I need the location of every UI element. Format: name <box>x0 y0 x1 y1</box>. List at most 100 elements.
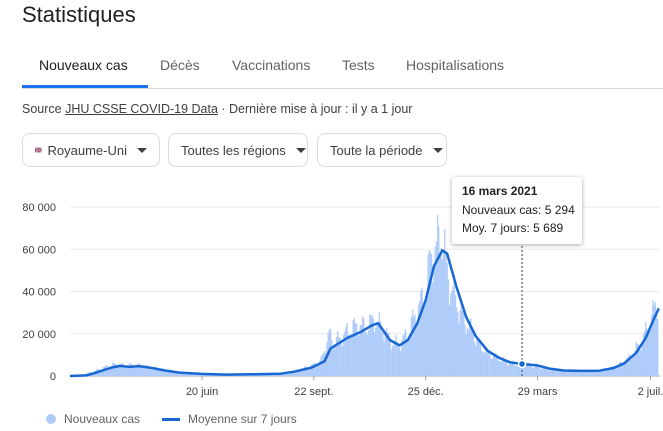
case-bar <box>315 365 317 376</box>
case-bar <box>633 354 635 376</box>
case-bar <box>607 370 609 376</box>
case-bar <box>131 364 133 376</box>
case-bar <box>332 348 334 376</box>
case-bar <box>364 332 366 376</box>
case-bar <box>191 373 194 376</box>
case-bar <box>175 372 177 376</box>
case-bar <box>432 282 434 376</box>
case-bar <box>630 359 633 376</box>
case-bar <box>357 335 359 376</box>
case-bar <box>464 324 466 376</box>
case-bar <box>344 331 346 376</box>
case-bar <box>371 315 373 376</box>
legend-label-avg7: Moyenne sur 7 jours <box>188 412 297 426</box>
case-bar <box>473 341 476 376</box>
country-select[interactable]: Royaume-Uni <box>22 133 160 167</box>
case-bar <box>584 371 586 376</box>
case-bar <box>642 334 645 376</box>
case-bar <box>546 368 548 376</box>
case-bar <box>447 279 449 376</box>
case-bar <box>293 372 295 376</box>
chevron-down-icon <box>137 147 147 153</box>
case-bar <box>510 362 513 376</box>
case-bar <box>547 369 549 376</box>
case-bar <box>453 274 455 376</box>
y-tick-label: 60 000 <box>22 244 56 256</box>
case-bar <box>302 368 304 376</box>
case-bar <box>183 373 185 376</box>
tab-hospitalisations[interactable]: Hospitalisations <box>406 57 505 73</box>
case-bar <box>113 362 115 376</box>
case-bar <box>421 287 423 376</box>
case-bar <box>439 255 441 376</box>
case-bar <box>359 325 361 376</box>
case-bar <box>532 367 534 376</box>
case-bar <box>465 334 467 376</box>
case-bar <box>319 360 321 376</box>
page-title: Statistiques <box>22 2 136 27</box>
case-bar <box>120 364 122 376</box>
tab-tests[interactable]: Tests <box>342 57 375 73</box>
uk-flag-icon <box>35 147 42 153</box>
case-bar <box>189 373 191 376</box>
tab-deaths[interactable]: Décès <box>160 57 200 73</box>
tooltip-new-cases: Nouveaux cas: 5 294 <box>462 203 575 217</box>
case-bar <box>615 367 617 376</box>
case-bar <box>291 372 294 376</box>
case-bar <box>360 324 363 376</box>
case-bar <box>185 372 188 376</box>
source-link[interactable]: JHU CSSE COVID-19 Data <box>65 102 218 116</box>
case-bar <box>325 352 327 376</box>
case-bar <box>466 327 468 376</box>
case-bar <box>635 341 637 376</box>
case-bar <box>571 370 573 376</box>
case-bar <box>162 368 164 376</box>
case-bar <box>645 321 647 376</box>
x-tick-label: 25 déc. <box>408 386 444 398</box>
case-bar <box>141 367 144 376</box>
case-bar <box>140 366 143 376</box>
case-bar <box>495 353 497 376</box>
case-bar <box>507 365 509 376</box>
case-bar <box>178 371 181 376</box>
period-select[interactable]: Toute la période <box>317 133 447 167</box>
case-bar <box>351 334 353 376</box>
case-bar <box>289 372 291 376</box>
case-bar <box>406 338 408 376</box>
tab-vaccinations[interactable]: Vaccinations <box>232 57 311 73</box>
region-select[interactable]: Toutes les régions <box>168 133 308 167</box>
case-bar <box>124 367 126 376</box>
legend-item-new-cases[interactable]: Nouveaux cas <box>46 412 140 426</box>
case-bar <box>471 331 473 376</box>
period-select-label: Toute la période <box>330 142 423 158</box>
case-bar <box>502 357 504 376</box>
case-bar <box>475 346 477 376</box>
case-bar <box>601 370 603 376</box>
case-bar <box>365 331 367 376</box>
case-bar <box>423 305 426 376</box>
tab-new-cases[interactable]: Nouveaux cas <box>39 57 128 73</box>
case-bar <box>595 370 597 376</box>
case-bar <box>445 251 447 376</box>
case-bar <box>132 365 134 376</box>
case-bar <box>156 368 158 376</box>
case-bar <box>490 359 492 376</box>
legend-item-avg7[interactable]: Moyenne sur 7 jours <box>162 412 297 426</box>
case-bar <box>503 359 505 376</box>
case-bar <box>396 342 398 376</box>
case-bar <box>164 369 166 376</box>
case-bar <box>387 332 389 376</box>
case-bar <box>341 346 344 376</box>
case-bar <box>534 365 536 376</box>
case-bar <box>133 367 135 376</box>
case-bar <box>622 362 624 376</box>
case-bar <box>126 367 128 376</box>
case-bar <box>593 369 596 376</box>
case-bar <box>486 348 489 376</box>
case-bar <box>542 368 545 376</box>
case-bar <box>151 367 153 376</box>
case-bar <box>577 370 579 376</box>
case-bar <box>617 365 620 376</box>
case-bar <box>558 370 560 376</box>
case-bar <box>611 366 614 376</box>
